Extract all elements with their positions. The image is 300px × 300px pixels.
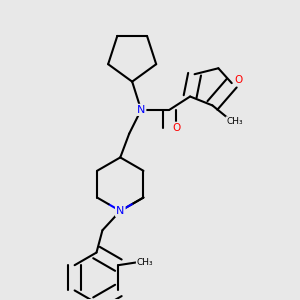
Text: N: N: [116, 206, 124, 216]
Text: O: O: [234, 75, 242, 85]
Text: N: N: [137, 105, 145, 115]
Text: CH₃: CH₃: [226, 117, 243, 126]
Text: CH₃: CH₃: [137, 258, 153, 267]
Text: O: O: [172, 123, 181, 133]
